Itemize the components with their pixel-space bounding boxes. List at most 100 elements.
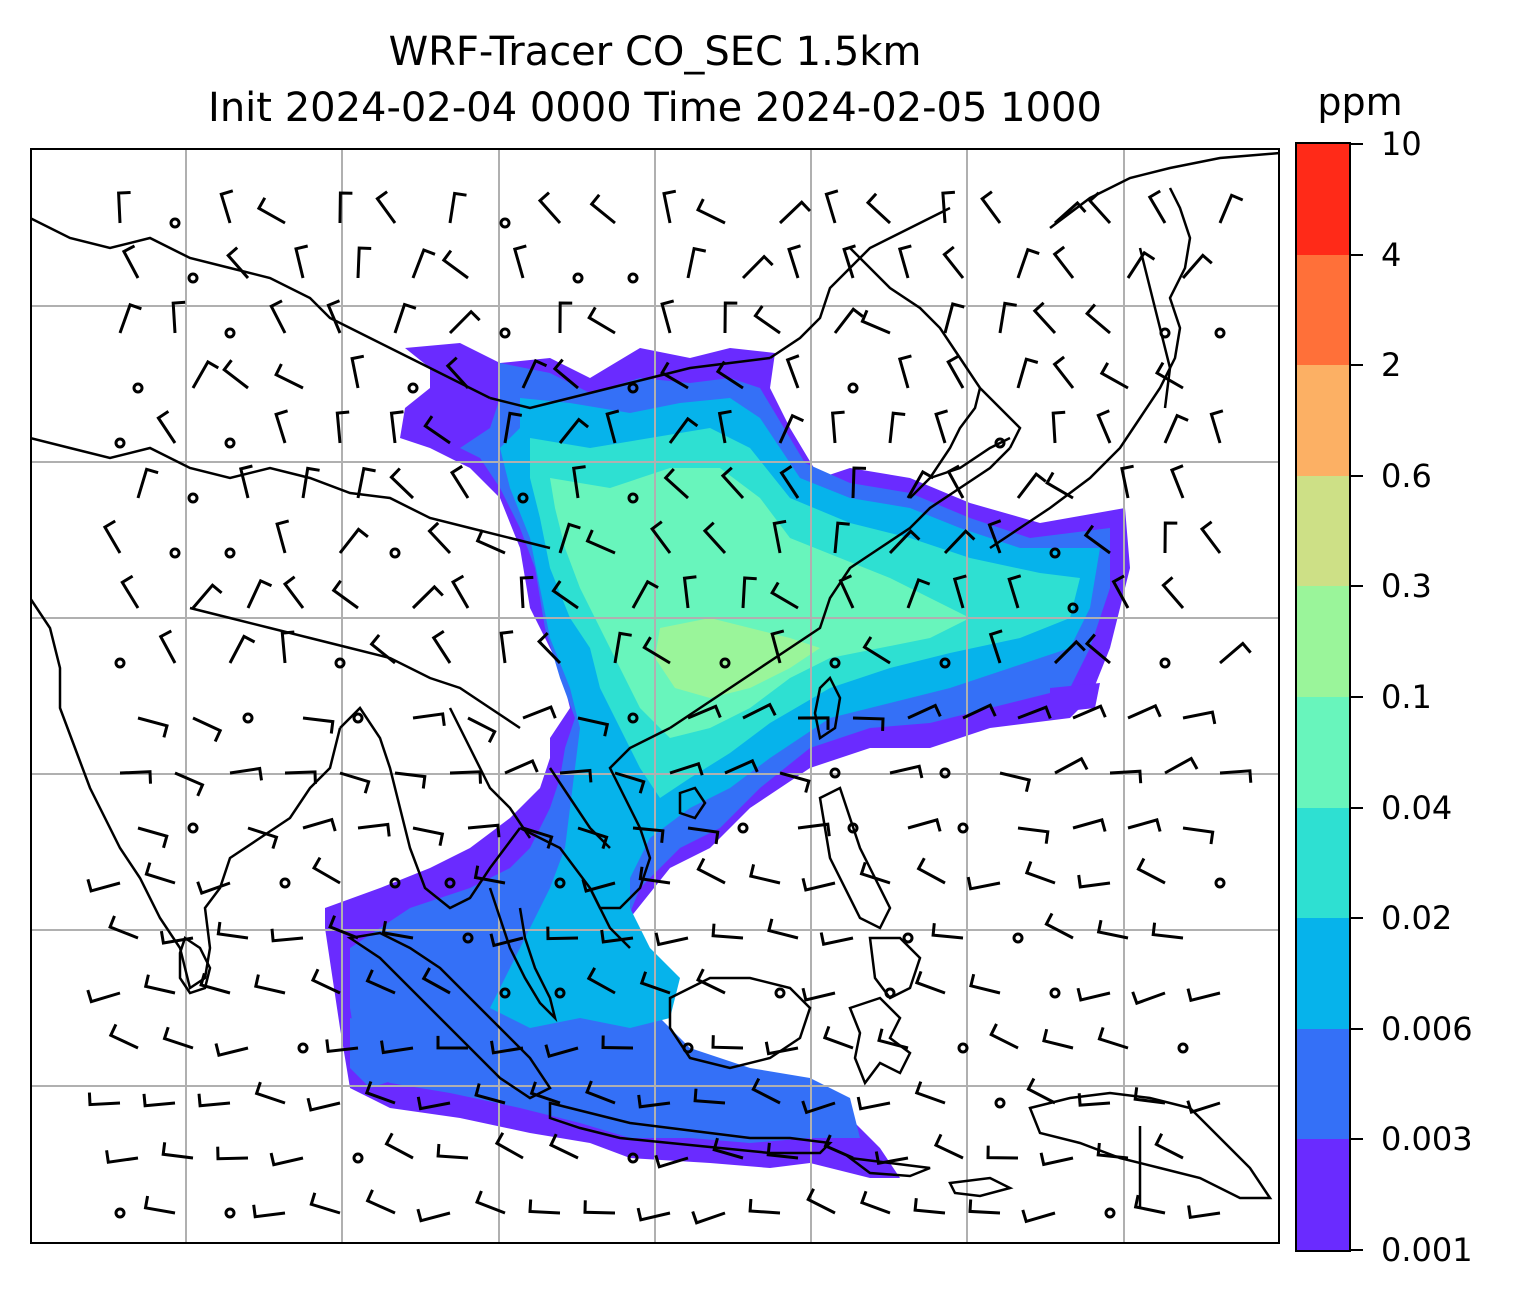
wind-barb xyxy=(785,354,800,389)
calm-wind-marker xyxy=(774,987,786,999)
wind-barb xyxy=(806,1188,836,1215)
wind-barb xyxy=(87,1092,121,1107)
wind-barb xyxy=(411,248,436,279)
calm-wind-marker xyxy=(554,877,566,889)
wind-barb xyxy=(143,974,176,995)
coastline-indochina xyxy=(519,726,671,910)
map-panel xyxy=(30,148,1280,1244)
wind-barb xyxy=(309,1192,341,1215)
wind-barb xyxy=(546,926,579,941)
coastline-russia-far-east xyxy=(1049,151,1280,229)
wind-barb xyxy=(475,529,506,555)
wind-barb xyxy=(934,409,949,444)
wind-barb xyxy=(252,1204,286,1219)
wind-barb xyxy=(1045,471,1074,500)
plume-layer-high xyxy=(655,618,820,698)
wind-barb xyxy=(968,1199,1001,1215)
wind-barb xyxy=(350,354,365,389)
wind-barb xyxy=(631,579,659,609)
wind-barb xyxy=(522,705,557,720)
plume-lower-island xyxy=(350,1018,410,1088)
wind-barb xyxy=(489,933,524,948)
wind-barb xyxy=(328,915,359,940)
wind-barb xyxy=(770,581,799,610)
wind-barb xyxy=(331,579,359,610)
wind-barb xyxy=(600,929,634,944)
wind-barb xyxy=(467,716,497,743)
wind-barb xyxy=(1151,922,1184,940)
wind-barb xyxy=(660,299,675,334)
wind-barb xyxy=(632,826,665,843)
wind-barb xyxy=(474,1083,506,1105)
wind-barb xyxy=(586,967,616,995)
wind-barb xyxy=(946,464,965,499)
wind-barb xyxy=(192,716,223,743)
wind-barb xyxy=(907,703,942,720)
wind-barb xyxy=(467,823,501,838)
wind-barb xyxy=(306,1097,341,1112)
coastline-malay-peninsula xyxy=(488,887,558,1023)
wind-barb xyxy=(897,354,912,389)
wind-barb xyxy=(1131,991,1166,1006)
wind-barb xyxy=(943,302,965,334)
wind-barb xyxy=(865,192,892,225)
wind-barb xyxy=(504,759,539,775)
wind-barb xyxy=(1187,1205,1221,1219)
wind-barb xyxy=(969,973,1001,995)
wind-barb xyxy=(559,768,593,783)
wind-barb xyxy=(384,1132,414,1160)
calm-wind-marker xyxy=(939,657,951,669)
colorbar-segment xyxy=(1297,364,1349,476)
wind-barb xyxy=(941,190,956,224)
wind-barb xyxy=(216,1146,249,1161)
wind-barb xyxy=(521,358,548,389)
wind-barb xyxy=(1182,826,1215,845)
wind-barb xyxy=(275,519,290,554)
colorbar-tick xyxy=(1351,364,1363,367)
calm-wind-marker xyxy=(242,712,254,724)
calm-wind-marker xyxy=(682,1042,694,1054)
coastline-sulawesi xyxy=(848,996,912,1086)
wind-barb xyxy=(933,1133,964,1160)
coastline-taiwan xyxy=(813,675,842,741)
border-northeast-china xyxy=(769,206,951,360)
colorbar-tick xyxy=(1351,1027,1363,1030)
wind-barb xyxy=(159,930,194,945)
wind-barb xyxy=(723,301,738,334)
coastline-hainan xyxy=(678,786,707,820)
wind-barb xyxy=(528,1199,561,1215)
calm-wind-marker xyxy=(187,492,199,504)
wind-barb xyxy=(711,923,744,940)
wind-barb xyxy=(587,306,616,335)
wind-barb xyxy=(1209,409,1224,444)
wind-barb xyxy=(552,358,579,390)
wind-barb xyxy=(393,302,417,334)
wind-barb xyxy=(356,466,376,499)
wind-barb xyxy=(988,629,1003,664)
coastline-japan xyxy=(989,187,1192,550)
colorbar-tick xyxy=(1351,143,1363,145)
wind-barb xyxy=(448,191,467,224)
wind-barb xyxy=(962,703,997,720)
coastline-philippines xyxy=(818,786,892,930)
wind-barb xyxy=(1154,361,1184,390)
wind-barb xyxy=(691,1211,726,1225)
border-west-china xyxy=(30,436,551,550)
wind-barb xyxy=(214,1043,249,1058)
wind-barb xyxy=(1054,756,1089,775)
wind-barb xyxy=(987,519,1002,554)
wind-barb xyxy=(1186,1100,1221,1114)
colorbar-tick-label: 0.001 xyxy=(1381,1231,1473,1269)
colorbar-tick xyxy=(1351,806,1363,809)
wind-barb xyxy=(121,244,140,279)
wind-barb xyxy=(877,1028,909,1050)
calm-wind-marker xyxy=(627,492,639,504)
wind-barb xyxy=(544,1044,579,1059)
calm-wind-marker xyxy=(114,1207,126,1219)
wind-barb xyxy=(642,636,671,665)
calm-wind-marker xyxy=(517,492,529,504)
wind-barb xyxy=(137,826,169,849)
calm-wind-marker xyxy=(1049,547,1061,559)
wind-barb xyxy=(1032,301,1057,335)
calm-wind-marker xyxy=(114,657,126,669)
